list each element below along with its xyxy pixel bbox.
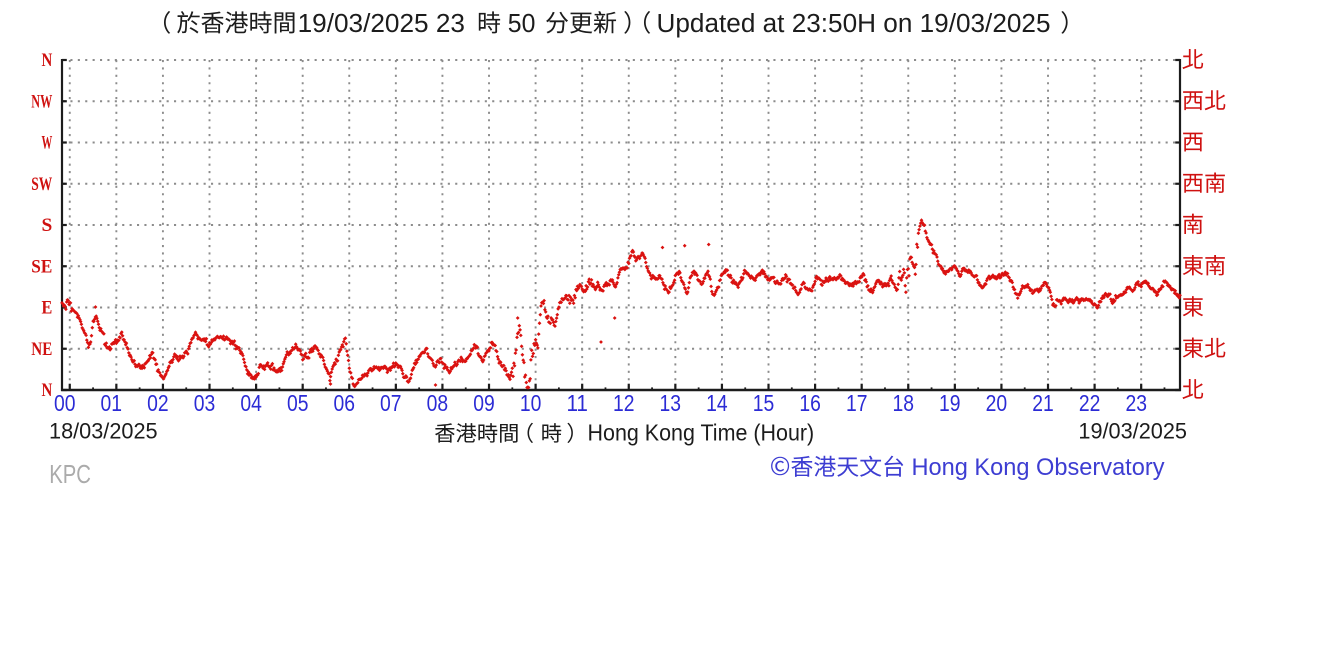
svg-text:03: 03 (194, 390, 216, 416)
svg-text:W: W (42, 134, 53, 154)
svg-text:S: S (42, 216, 53, 236)
svg-text:N: N (42, 51, 53, 71)
svg-text:17: 17 (846, 390, 868, 416)
svg-text:02: 02 (147, 390, 169, 416)
svg-text:12: 12 (613, 390, 635, 416)
svg-text:04: 04 (240, 390, 262, 416)
svg-text:19: 19 (939, 390, 961, 416)
svg-text:00: 00 (54, 390, 76, 416)
svg-text:Hong Kong Time (Hour): Hong Kong Time (Hour) (588, 420, 815, 446)
svg-text:Hong Kong Observatory: Hong Kong Observatory (912, 455, 1165, 481)
svg-text:01: 01 (101, 390, 123, 416)
svg-text:18/03/2025: 18/03/2025 (49, 419, 158, 444)
svg-text:22: 22 (1079, 390, 1101, 416)
svg-text:NW: NW (31, 93, 52, 113)
svg-text:06: 06 (334, 390, 356, 416)
svg-text:E: E (42, 299, 53, 319)
svg-text:11: 11 (566, 390, 588, 416)
svg-text:05: 05 (287, 390, 309, 416)
svg-text:20: 20 (986, 390, 1008, 416)
svg-text:13: 13 (660, 390, 682, 416)
svg-text:19/03/2025 23: 19/03/2025 23 (298, 8, 465, 38)
svg-text:Updated at 23:50H on 19/03/202: Updated at 23:50H on 19/03/2025 (657, 8, 1051, 38)
svg-text:15: 15 (753, 390, 775, 416)
svg-text:SE: SE (31, 257, 52, 277)
svg-text:09: 09 (473, 390, 495, 416)
svg-text:07: 07 (380, 390, 402, 416)
svg-text:16: 16 (799, 390, 821, 416)
svg-text:KPC: KPC (49, 459, 91, 489)
svg-text:SW: SW (31, 175, 52, 195)
svg-text:08: 08 (427, 390, 449, 416)
svg-text:N: N (42, 381, 53, 401)
svg-text:NE: NE (31, 340, 52, 360)
svg-text:19/03/2025: 19/03/2025 (1078, 419, 1187, 444)
svg-text:21: 21 (1032, 390, 1054, 416)
svg-text:18: 18 (893, 390, 915, 416)
svg-text:50: 50 (508, 8, 536, 38)
svg-text:10: 10 (520, 390, 542, 416)
svg-text:23: 23 (1125, 390, 1147, 416)
svg-text:14: 14 (706, 390, 728, 416)
